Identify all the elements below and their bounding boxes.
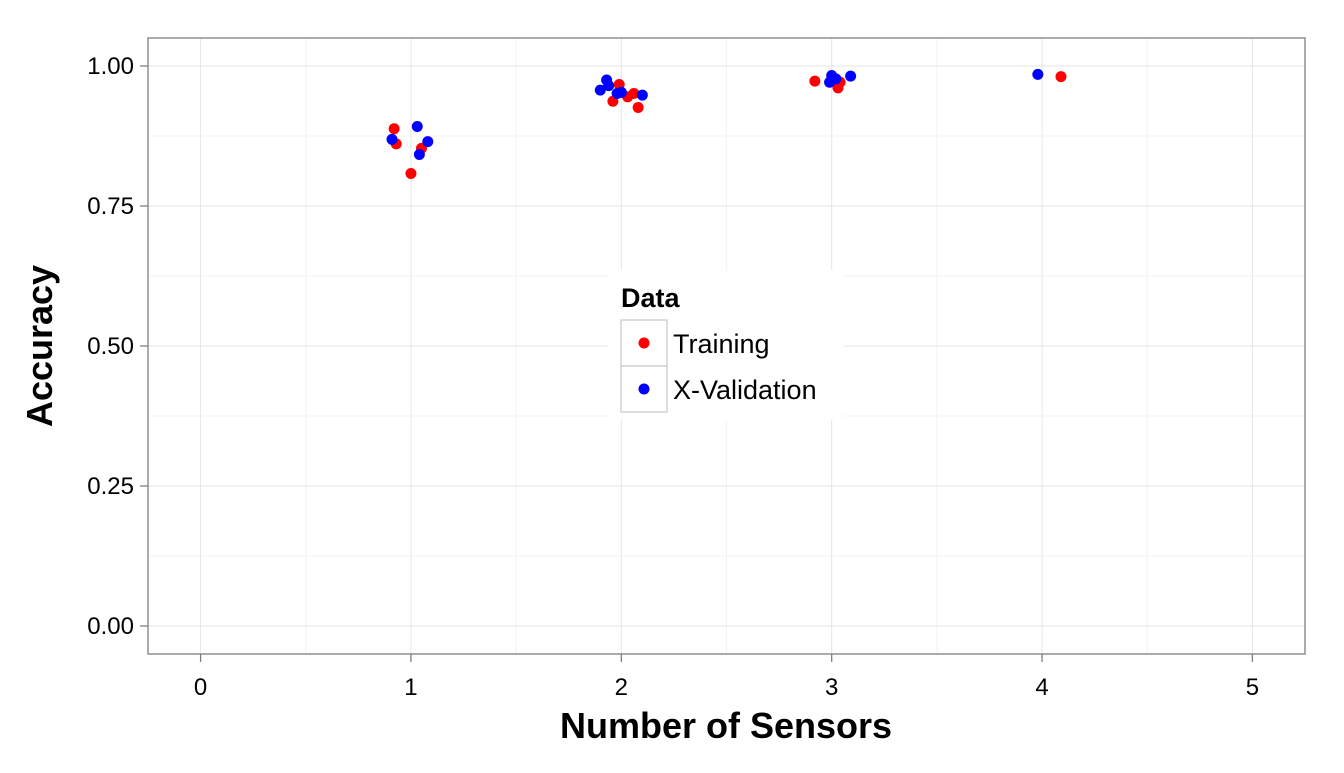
legend-entries: Training X-Validation — [620, 319, 817, 413]
y-tick-label: 0.25 — [87, 473, 134, 500]
training-point — [405, 168, 417, 180]
legend-label-training: Training — [673, 329, 770, 359]
x-tick-label: 3 — [825, 674, 838, 701]
x-tick-label: 4 — [1035, 674, 1048, 701]
x-tick-label: 5 — [1246, 674, 1259, 701]
x-validation-point — [1032, 68, 1044, 80]
y-tick-label: 0.50 — [87, 333, 134, 360]
x-tick-label: 1 — [404, 674, 417, 701]
legend-key-training — [638, 337, 650, 349]
training-point — [388, 123, 400, 135]
x-validation-point — [636, 89, 648, 101]
major-gridlines — [148, 38, 1305, 654]
training-point — [628, 87, 640, 99]
training-point — [632, 101, 644, 113]
y-tick-label: 0.00 — [87, 613, 134, 640]
y-tick-label: 1.00 — [87, 53, 134, 80]
legend-key-x-validation — [638, 383, 650, 395]
legend: Data Training X-Validation — [608, 270, 844, 420]
x-validation-point — [594, 84, 606, 96]
legend-label-x-validation: X-Validation — [673, 375, 817, 405]
x-validation-point — [615, 86, 627, 98]
legend-title: Data — [621, 283, 681, 313]
x-validation-point — [413, 148, 425, 160]
y-axis-ticks: 0.00 0.25 0.50 0.75 1.00 — [87, 53, 148, 640]
x-validation-point — [845, 70, 857, 82]
x-validation-point — [422, 136, 434, 148]
x-validation-point — [386, 133, 398, 145]
x-tick-label: 2 — [615, 674, 628, 701]
training-point — [1055, 71, 1067, 83]
y-axis-title: Accuracy — [19, 265, 60, 427]
x-axis-title: Number of Sensors — [560, 705, 892, 746]
x-validation-point — [411, 120, 423, 132]
x-axis-ticks: 0 1 2 3 4 5 — [194, 654, 1259, 701]
legend-key-box — [620, 365, 668, 413]
x-validation-point — [603, 80, 615, 92]
training-point — [809, 75, 821, 87]
x-tick-label: 0 — [194, 674, 207, 701]
x-validation-point — [830, 73, 842, 85]
data-points — [386, 68, 1067, 180]
y-tick-label: 0.75 — [87, 193, 134, 220]
